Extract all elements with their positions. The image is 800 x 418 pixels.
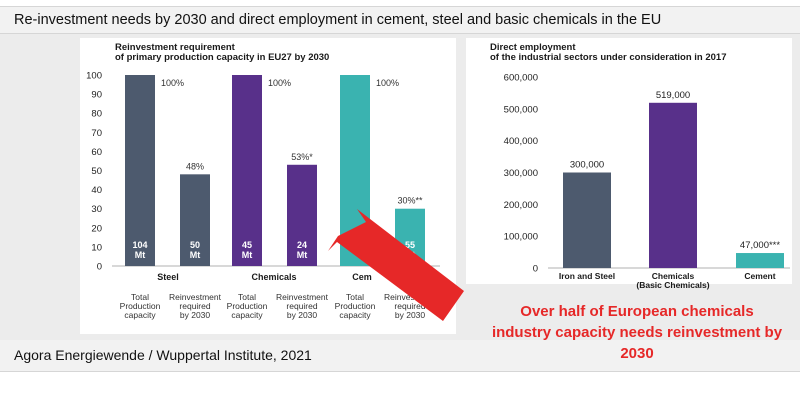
bar-inner-unit: Mt: [242, 250, 253, 260]
source-bar: Agora Energiewende / Wuppertal Institute…: [0, 340, 800, 372]
bar-sub-label: by 2030: [395, 310, 426, 320]
callout-text-line: Over half of European chemicals: [520, 303, 753, 320]
bar-sub-label: Reinvestment: [276, 292, 329, 302]
group-label: Chemicals: [251, 272, 296, 282]
right-chart-card: [466, 38, 792, 284]
bar: [180, 174, 210, 266]
y-tick-label: 80: [91, 109, 102, 120]
right-chart-title: of the industrial sectors under consider…: [490, 52, 727, 63]
y-tick-label: 40: [91, 185, 102, 196]
bar-percent-label: 100%: [268, 78, 291, 88]
category-label: Iron and Steel: [559, 271, 615, 281]
bar-value-label: 47,000***: [740, 240, 780, 251]
category-label: Cement: [744, 271, 775, 281]
bar-percent-label: 48%: [186, 161, 204, 171]
bar-inner-value: 50: [190, 240, 200, 250]
y-tick-label: 50: [91, 166, 102, 177]
y-tick-label: 500,000: [504, 104, 538, 115]
bar: [125, 75, 155, 266]
y-tick-label: 200,000: [504, 200, 538, 211]
callout-annotation: Over half of European chemicals industry …: [328, 209, 783, 362]
y-tick-label: 90: [91, 90, 102, 101]
y-tick-label: 0: [533, 264, 538, 275]
bar-inner-unit: Mt: [297, 250, 308, 260]
bar-sub-label: by 2030: [180, 310, 211, 320]
left-chart-title: of primary production capacity in EU27 b…: [115, 52, 329, 63]
bar-sub-label: Production: [335, 301, 376, 311]
bar-sub-label: Production: [120, 301, 161, 311]
callout-text-line: industry capacity needs reinvestment by: [492, 324, 783, 341]
y-tick-label: 20: [91, 223, 102, 234]
bar-sub-label: capacity: [124, 310, 156, 320]
bar-sub-label: Total: [131, 292, 149, 302]
bar-percent-label: 53%*: [291, 152, 313, 162]
bar: [736, 253, 784, 268]
category-label: (Basic Chemicals): [636, 280, 709, 290]
callout-text-line: 2030: [620, 345, 653, 362]
bar: [287, 164, 317, 266]
y-tick-label: 60: [91, 147, 102, 158]
bar-sub-label: Reinvestment: [169, 292, 222, 302]
bar-sub-label: capacity: [231, 310, 263, 320]
bar-value-label: 519,000: [656, 90, 690, 101]
y-tick-label: 0: [97, 262, 102, 273]
y-tick-label: 100: [86, 71, 102, 82]
right-chart-title: Direct employment: [490, 42, 576, 53]
bar-inner-value: 55: [405, 240, 415, 250]
y-tick-label: 70: [91, 128, 102, 139]
bar-sub-label: Reinvestment: [384, 292, 437, 302]
y-tick-label: 100,000: [504, 232, 538, 243]
source-text: Agora Energiewende / Wuppertal Institute…: [14, 347, 312, 363]
title-bar: Re-investment needs by 2030 and direct e…: [0, 6, 800, 34]
bar-inner-value: 45: [242, 240, 252, 250]
bar-sub-label: required: [286, 301, 317, 311]
red-arrow-icon: [328, 209, 464, 321]
bar-inner-unit: Mt: [190, 250, 201, 260]
bar-sub-label: required: [179, 301, 210, 311]
bar-percent-label: 100%: [161, 78, 184, 88]
bar: [649, 102, 697, 268]
bar-inner-value: 104: [132, 240, 147, 250]
bar-sub-label: required: [394, 301, 425, 311]
y-tick-label: 400,000: [504, 136, 538, 147]
bar-percent-label: 100%: [376, 78, 399, 88]
group-label: Cem: [352, 272, 372, 282]
y-tick-label: 300,000: [504, 168, 538, 179]
y-tick-label: 30: [91, 204, 102, 215]
bar-sub-label: capacity: [339, 310, 371, 320]
page-title: Re-investment needs by 2030 and direct e…: [14, 12, 662, 28]
category-label: Chemicals: [652, 271, 695, 281]
bar-sub-label: by 2030: [287, 310, 318, 320]
bar-value-label: 300,000: [570, 160, 604, 171]
bar: [563, 172, 611, 268]
left-chart-title: Reinvestment requirement: [115, 42, 236, 53]
bar-sub-label: Total: [346, 292, 364, 302]
bar-inner-unit: Mt: [135, 250, 146, 260]
bar-inner-value: 24: [297, 240, 307, 250]
group-label: Steel: [157, 272, 179, 282]
y-tick-label: 600,000: [504, 73, 538, 84]
bar: [232, 75, 262, 266]
bar-sub-label: Total: [238, 292, 256, 302]
bar-sub-label: Production: [227, 301, 268, 311]
y-tick-label: 10: [91, 242, 102, 253]
bar-percent-label: 30%**: [397, 196, 423, 206]
